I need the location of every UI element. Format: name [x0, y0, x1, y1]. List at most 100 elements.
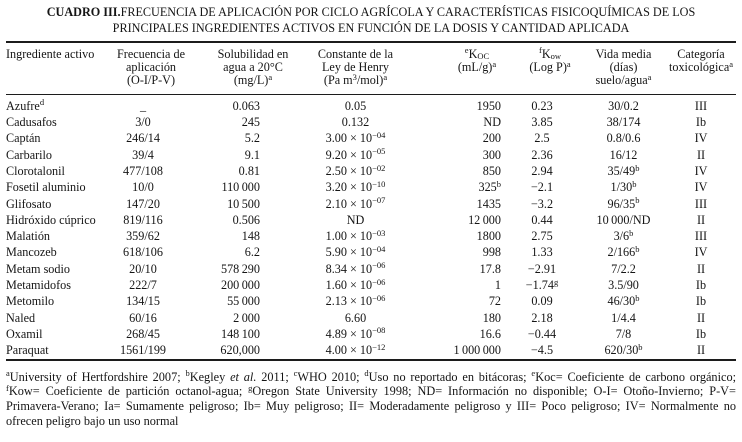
document-page: CUADRO III.FRECUENCIA DE APLICACIÓN POR …	[6, 5, 736, 429]
cell-frecuencia: 477/108	[123, 164, 163, 178]
cell-vida-media: 46/30b	[607, 292, 640, 309]
footnotes: aUniversity of Hertfordshire 2007; bKegl…	[6, 368, 736, 429]
cell-frecuencia: 20/10	[129, 261, 157, 276]
cell-frecuencia: 618/106	[123, 245, 163, 260]
cell-kow: −2.1	[530, 180, 554, 195]
table-row: Malatión 359/62 148 1.00 × 10−03 1800 2.75 3/6…	[6, 228, 736, 244]
table-row: Metam sodio 20/10 578 290 8.34 × 10−06 17.8 −…	[6, 261, 736, 277]
cell-koc: 1	[494, 278, 501, 293]
cell-frecuencia: 268/45	[126, 326, 160, 341]
cell-solubilidad: 578 290	[220, 261, 260, 276]
cell-categoria: III	[694, 98, 708, 113]
cell-henry: 6.60	[344, 310, 367, 325]
table-row: Azufred _ 0.063 0.05 1950 0.23 30/0.2 III	[6, 94, 736, 114]
cell-kow: 0.44	[531, 212, 553, 227]
cell-kow: −1.74g	[525, 276, 559, 293]
cell-henry: 3.00 × 10−04	[325, 129, 386, 146]
table-row: Oxamil 268/45 148 100 4.89 × 10−08 16.6 −0.44…	[6, 326, 736, 342]
column-header-frecuencia: Frecuencia de aplicación (O-I/P-V)	[108, 42, 185, 95]
cell-henry: 9.20 × 10−05	[325, 146, 386, 162]
cell-ingrediente: Clorotalonil	[6, 164, 65, 178]
cell-solubilidad: 6.2	[244, 245, 260, 260]
cell-categoria: Ib	[695, 326, 707, 341]
table-row: Clorotalonil 477/108 0.81 2.50 × 10−02 850 2.…	[6, 163, 736, 179]
cell-koc: 1800	[476, 229, 501, 244]
table-row: Carbarilo 39/4 9.1 9.20 × 10−05 300 2.36 16/12…	[6, 147, 736, 163]
cell-ingrediente: Paraquat	[6, 343, 49, 358]
footnote-text: Kegley	[189, 369, 231, 384]
table-title-text1: FRECUENCIA DE APLICACIÓN POR CICLO AGRÍC…	[120, 5, 696, 19]
cell-kow: 2.18	[531, 310, 553, 325]
cell-vida-media: 7/2.2	[611, 261, 636, 276]
cell-categoria: IV	[694, 164, 708, 178]
cell-ingrediente: Mancozeb	[6, 245, 57, 260]
footnote-text: Oregon State University 1998; ND= Inform…	[6, 384, 736, 428]
cell-frecuencia: 359/62	[126, 229, 160, 244]
cell-vida-media: 0.8/0.6	[606, 131, 641, 146]
table-row: Metamidofos 222/7 200 000 1.60 × 10−06 1 −1.7…	[6, 277, 736, 293]
cell-vida-media: 16/12	[609, 147, 638, 162]
table-row: Naled 60/16 2 000 6.60 180 2.18 1/4.4 II	[6, 310, 736, 326]
cell-frecuencia: 134/15	[126, 294, 160, 309]
cell-categoria: III	[694, 196, 708, 211]
cell-henry: 4.89 × 10−08	[325, 325, 386, 341]
cell-henry: 5.90 × 10−04	[325, 243, 386, 260]
cell-kow: −3.2	[530, 196, 554, 211]
footnote-marker: c	[293, 368, 298, 379]
cell-ingrediente: Carbarilo	[6, 147, 53, 162]
cell-solubilidad: 245	[241, 115, 260, 130]
cell-henry: 1.60 × 10−06	[325, 276, 386, 293]
cell-solubilidad: 110 000	[221, 180, 260, 195]
cell-koc: 1950	[476, 98, 501, 113]
table-title-line2: PRINCIPALES INGREDIENTES ACTIVOS EN FUNC…	[112, 20, 630, 35]
cell-solubilidad: 148	[241, 229, 260, 244]
data-table: Ingrediente activo Frecuencia de aplicació…	[6, 42, 736, 361]
cell-solubilidad: 55 000	[227, 294, 260, 309]
cell-vida-media: 3/6b	[613, 227, 634, 244]
cell-frecuencia: 246/14	[126, 131, 160, 146]
cell-vida-media: 3.5/90	[608, 278, 639, 293]
cell-frecuencia: 10/0	[132, 180, 154, 195]
cell-categoria: Ib	[695, 294, 707, 309]
cell-ingrediente: Malatión	[6, 229, 51, 244]
cell-vida-media: 30/0.2	[608, 98, 639, 113]
cell-categoria: II	[696, 310, 706, 325]
cell-ingrediente: Oxamil	[6, 326, 43, 341]
table-title: CUADRO III.FRECUENCIA DE APLICACIÓN POR …	[6, 5, 736, 37]
cell-kow: 1.33	[531, 245, 553, 260]
footnote-text: WHO 2010;	[297, 369, 365, 384]
column-header-categoria: Categoría toxicológicaa	[666, 42, 736, 95]
table-header: Ingrediente activo Frecuencia de aplicació…	[6, 42, 736, 95]
cell-vida-media: 7/8	[615, 326, 632, 341]
cell-kow: 3.85	[531, 115, 553, 130]
cell-henry: 1.00 × 10−03	[325, 227, 386, 244]
table-row: Paraquat 1561/199 620,000 4.00 × 10−12 1 000…	[6, 342, 736, 359]
cell-ingrediente: Captán	[6, 131, 41, 146]
cell-solubilidad: 620,000	[220, 343, 260, 358]
cell-solubilidad: 148 100	[220, 326, 260, 341]
cell-koc: 72	[488, 294, 501, 309]
table-number-label: CUADRO III.	[46, 5, 121, 19]
cell-categoria: IV	[694, 131, 708, 146]
cell-frecuencia: 819/116	[123, 212, 163, 227]
cell-vida-media: 35/49b	[607, 162, 640, 178]
cell-koc: 998	[482, 245, 501, 260]
cell-solubilidad: 9.1	[244, 147, 260, 162]
divider-top	[6, 40, 736, 43]
cell-frecuencia: 60/16	[129, 310, 157, 325]
cell-henry: 0.132	[341, 115, 370, 130]
footnote-marker: a	[6, 368, 10, 379]
cell-henry: 8.34 × 10−06	[325, 260, 386, 276]
table-title-line1: CUADRO III.FRECUENCIA DE APLICACIÓN POR …	[6, 5, 736, 21]
column-header-henry: Constante de la Ley de Henry (Pa m3/mol)a	[288, 42, 423, 95]
table-body: Azufred _ 0.063 0.05 1950 0.23 30/0.2 III Cadusa…	[6, 94, 736, 359]
cell-koc: 17.8	[479, 261, 501, 276]
footnote-text: 2011;	[256, 369, 294, 384]
cell-frecuencia: 3/0	[135, 115, 151, 130]
cell-vida-media: 1/30b	[610, 178, 637, 195]
cell-koc: 200	[482, 131, 501, 146]
cell-solubilidad: 0.81	[238, 164, 260, 178]
cell-henry: 0.05	[344, 98, 367, 113]
table-row: Mancozeb 618/106 6.2 5.90 × 10−04 998 1.33 2/1…	[6, 244, 736, 260]
cell-ingrediente: Fosetil aluminio	[6, 180, 86, 195]
